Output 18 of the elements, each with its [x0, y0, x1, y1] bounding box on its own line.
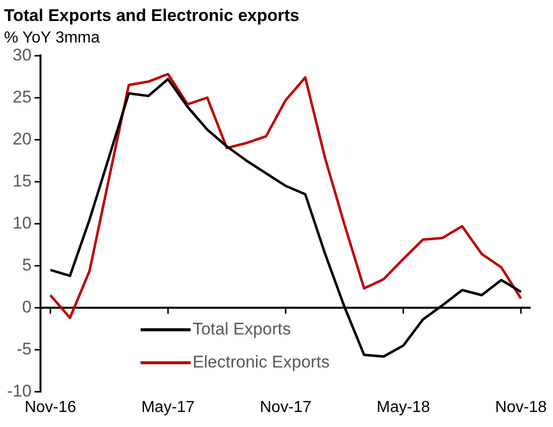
y-tick-label: 10	[12, 213, 32, 232]
chart-subtitle: % YoY 3mma	[4, 29, 100, 46]
legend-label: Electronic Exports	[192, 352, 330, 372]
y-tick-label: 30	[12, 45, 32, 64]
x-tick-label: May-17	[141, 398, 195, 416]
x-tick-label: Nov-17	[260, 398, 312, 416]
legend-label: Total Exports	[192, 319, 291, 338]
y-tick-label: 0	[22, 297, 32, 316]
x-tick-label: May-18	[376, 398, 430, 416]
x-tick-label: Nov-18	[495, 398, 547, 416]
x-tick-label: Nov-16	[24, 398, 76, 416]
y-tick-label: 25	[12, 87, 32, 106]
y-tick-label: -10	[6, 381, 32, 400]
y-tick-label: 15	[12, 171, 32, 190]
y-tick-label: -5	[16, 339, 32, 358]
y-tick-label: 5	[22, 255, 32, 274]
chart-title: Total Exports and Electronic exports	[4, 6, 300, 25]
y-tick-label: 20	[12, 129, 32, 148]
